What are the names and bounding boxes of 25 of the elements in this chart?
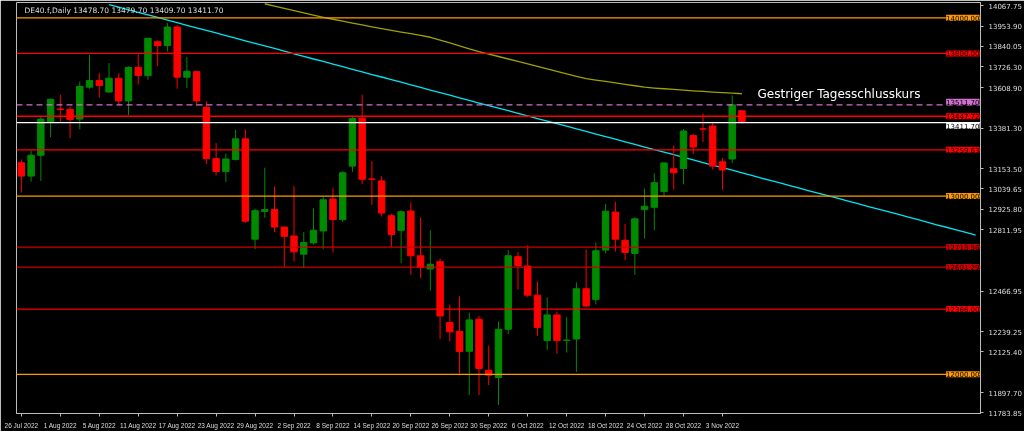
candlestick <box>387 213 396 248</box>
candlestick <box>718 157 727 191</box>
candlestick <box>368 160 376 206</box>
candlestick <box>514 251 522 291</box>
candlestick <box>290 185 298 263</box>
candlestick <box>163 22 172 53</box>
candlestick <box>183 56 191 89</box>
candlestick <box>115 72 123 106</box>
candlestick <box>95 72 103 99</box>
candlestick <box>85 54 94 90</box>
candlestick <box>562 316 571 354</box>
candlestick <box>105 62 113 94</box>
candlestick <box>270 186 279 233</box>
candlestick <box>17 159 26 193</box>
candlestick <box>329 187 337 253</box>
annotation: Gestriger Tagesschlusskurs <box>757 86 921 101</box>
candlestick <box>222 153 230 183</box>
line-series <box>264 3 743 95</box>
line-series <box>108 3 977 236</box>
candlestick <box>397 209 405 264</box>
candlestick <box>309 207 318 246</box>
candlestick <box>280 225 288 268</box>
candlestick <box>261 167 269 219</box>
candlestick <box>27 150 35 183</box>
candlestick <box>485 345 493 386</box>
